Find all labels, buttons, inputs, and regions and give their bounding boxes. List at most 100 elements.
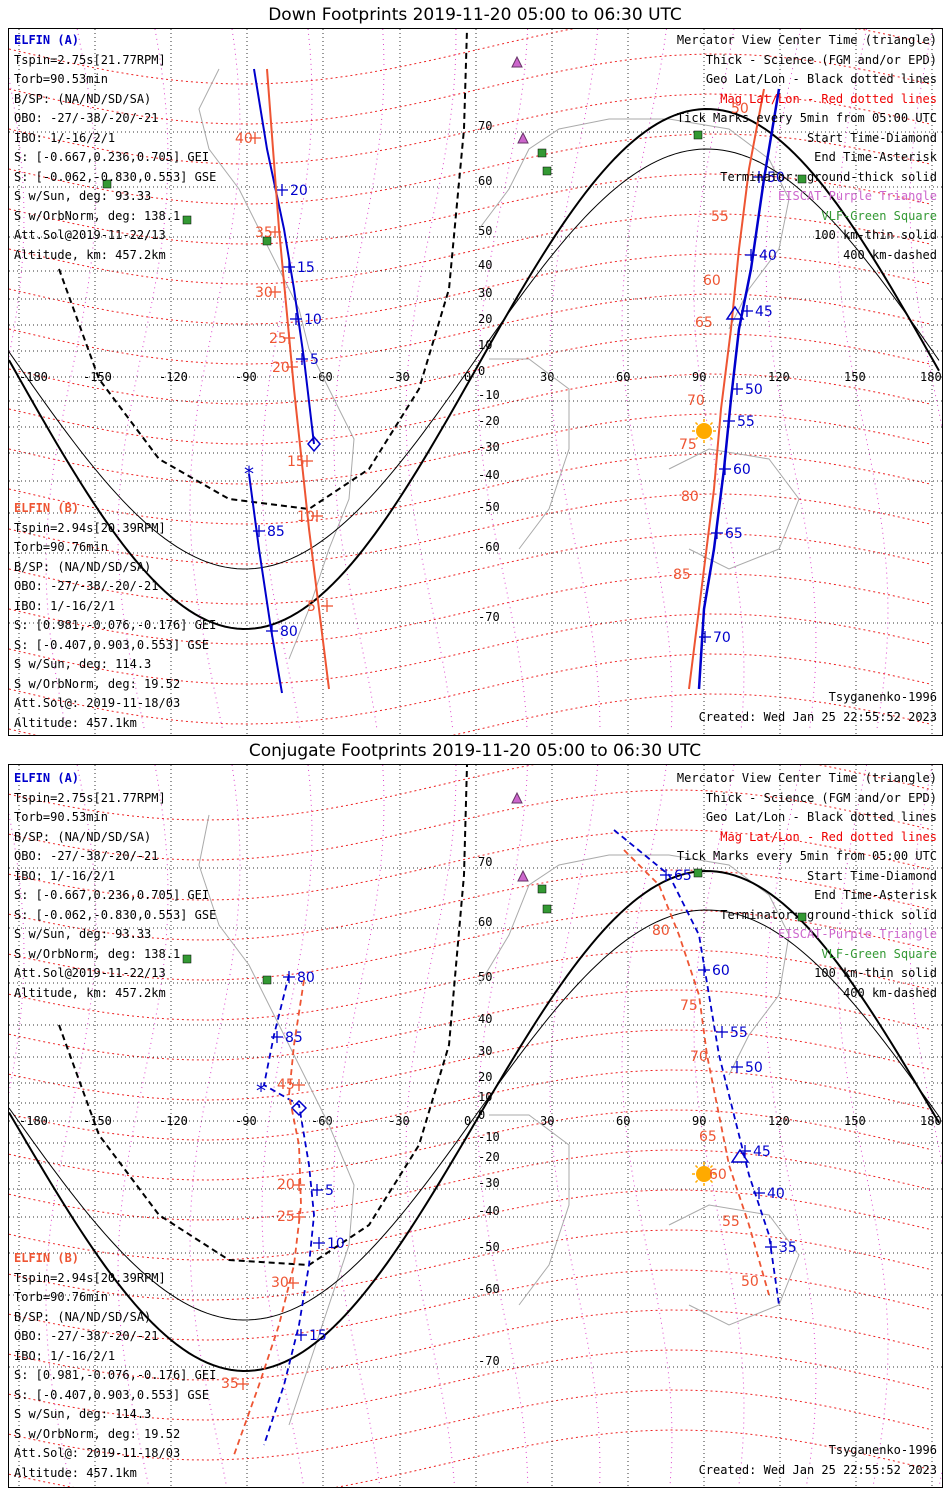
lon-label: 90 bbox=[692, 370, 706, 384]
lon-label: -120 bbox=[159, 370, 188, 384]
elfin-a-tick-label: 70 bbox=[713, 630, 731, 646]
vlf-square-icon bbox=[542, 166, 552, 176]
vlf-square-icon bbox=[693, 130, 703, 140]
sun-ray bbox=[694, 436, 699, 441]
elfin-a-tick-label: 60 bbox=[733, 462, 751, 478]
elfin-b-line: S w/Sun, deg: 114.3 bbox=[14, 657, 152, 671]
elfin-b-line: IBO: 1/-16/2/1 bbox=[14, 1348, 116, 1363]
elfin-b-tick-label: 80 bbox=[280, 624, 298, 640]
elfin-b-line: Altitude: 457.1km bbox=[14, 1465, 137, 1480]
lon-label: -30 bbox=[388, 370, 410, 384]
vlf-square-icon bbox=[182, 954, 192, 964]
mag-latitude-line bbox=[9, 909, 930, 981]
mag-longitude-line bbox=[693, 29, 745, 730]
elfin-a-line: OBO: -27/-38/-20/-21 bbox=[14, 849, 159, 863]
legend-item: 400 km-dashed bbox=[843, 985, 937, 1000]
eiscat-triangle-icon bbox=[517, 131, 529, 144]
elfin-a-line: Tspin=2.75s[21.77RPM] bbox=[14, 52, 166, 67]
elfin-a-line: S w/OrbNorm, deg: 138.1 bbox=[14, 946, 181, 961]
elfin-a-line: Altitude, km: 457.2km bbox=[14, 985, 166, 1000]
sun-ray bbox=[709, 436, 714, 441]
created-label: Created: Wed Jan 25 22:55:52 2023 bbox=[698, 1462, 937, 1477]
elfin-a-tick-label: 5 bbox=[325, 1183, 334, 1199]
mag-longitude-line bbox=[549, 765, 601, 1486]
terminator-400km-line bbox=[58, 29, 468, 511]
elfin-a-tick-label: 35 bbox=[779, 1240, 797, 1256]
elfin-b-line: Torb=90.76min bbox=[14, 1290, 108, 1304]
lat-label: 20 bbox=[478, 1070, 492, 1084]
lat-label: -70 bbox=[478, 1354, 500, 1368]
lon-label: -60 bbox=[311, 1114, 333, 1128]
mag-tick-label: 55 bbox=[711, 209, 729, 225]
vlf-square-icon bbox=[797, 912, 807, 922]
legend-item: Start Time-Diamond bbox=[806, 130, 937, 145]
eiscat-triangle-icon bbox=[511, 791, 523, 804]
mag-latitude-line bbox=[9, 1149, 930, 1221]
lat-label: -60 bbox=[478, 1282, 500, 1296]
elfin-b-info-down: ELFIN (B) Tspin=2.94s[20.39RPM] Torb=90.… bbox=[14, 499, 216, 733]
elfin-b-line: Tspin=2.94s[20.39RPM] bbox=[14, 520, 166, 535]
mag-tick-label: 50 bbox=[731, 101, 749, 117]
mag-latitude-line bbox=[9, 1029, 930, 1101]
elfin-a-tick-label: 50 bbox=[767, 170, 785, 186]
elfin-a-track bbox=[248, 473, 283, 694]
lat-label: 30 bbox=[478, 286, 492, 300]
vlf-square-icon bbox=[262, 975, 272, 985]
mag-latitude-line bbox=[9, 869, 930, 941]
mag-latitude-line bbox=[9, 253, 930, 325]
map-canvas-conjugate: -180 -150 -120 -90 -60 -30 0 30 60 90 120 150 180706… bbox=[9, 765, 942, 1487]
mag-tick-label: 80 bbox=[681, 489, 699, 505]
elfin-a-line: B/SP: (NA/ND/SD/SA) bbox=[14, 829, 152, 844]
elfin-a-info-conjugate: ELFIN (A) Tspin=2.75s[21.77RPM] Torb=90.… bbox=[14, 769, 216, 1003]
elfin-a-line: IBO: 1/-16/2/1 bbox=[14, 130, 116, 145]
mag-latitude-line bbox=[9, 765, 930, 821]
coastline bbox=[668, 448, 800, 570]
lon-label: 60 bbox=[616, 370, 630, 384]
lon-label: 120 bbox=[768, 1114, 790, 1128]
elfin-a-tick-label: 50 bbox=[745, 382, 763, 398]
view-center-triangle-icon bbox=[730, 1148, 750, 1163]
coastline bbox=[478, 118, 790, 330]
coastline bbox=[489, 358, 570, 550]
lat-label: 60 bbox=[478, 915, 492, 929]
lon-label: 60 bbox=[616, 1114, 630, 1128]
mag-latitude-line bbox=[9, 1269, 930, 1341]
legend-item: End Time-Asterisk bbox=[814, 888, 937, 902]
vlf-square-icon bbox=[182, 215, 192, 225]
elfin-a-line: Altitude, km: 457.2km bbox=[14, 247, 166, 262]
elfin-a-line: S: [-0.667,0.236,0.705] GEI bbox=[14, 150, 210, 164]
elfin-b-tick-label: 25 bbox=[277, 1209, 295, 1225]
lon-label: -180 bbox=[19, 370, 48, 384]
legend-item: End Time-Asterisk bbox=[814, 150, 937, 164]
mag-latitude-line bbox=[9, 53, 930, 125]
mag-latitude-line bbox=[9, 1349, 930, 1421]
lon-label: -120 bbox=[159, 1114, 188, 1128]
lat-label: -40 bbox=[478, 1204, 500, 1218]
mag-tick-label: 10 bbox=[297, 509, 315, 525]
lon-label: -90 bbox=[235, 1114, 257, 1128]
elfin-b-line: OBO: -27/-38/-20/-21 bbox=[14, 579, 159, 593]
mag-longitude-line bbox=[765, 29, 817, 730]
lat-label: 20 bbox=[478, 312, 492, 326]
mag-tick-label: 85 bbox=[673, 567, 691, 583]
view-center-triangle-icon bbox=[725, 305, 745, 320]
lat-label: -20 bbox=[478, 414, 500, 428]
elfin-b-line: IBO: 1/-16/2/1 bbox=[14, 598, 116, 613]
elfin-b-tick-label: 60 bbox=[709, 1167, 727, 1183]
elfin-a-line: Att.Sol@2019-11-22/13 bbox=[14, 228, 166, 242]
elfin-b-line: S: [-0.407,0.903,0.553] GSE bbox=[14, 637, 210, 652]
mag-longitude-line bbox=[333, 29, 385, 730]
lat-label: 40 bbox=[478, 258, 492, 272]
footer-down: Tsyganenko-1996 Created: Wed Jan 25 22:5… bbox=[699, 688, 937, 727]
elfin-a-line: OBO: -27/-38/-20/-21 bbox=[14, 111, 159, 125]
legend-item: Geo Lat/Lon - Black dotted lines bbox=[705, 810, 937, 824]
mag-latitude-line bbox=[9, 413, 930, 485]
elfin-b-tick-label: 30 bbox=[271, 1275, 289, 1291]
map-panel-down: -180 -150 -120 -90 -60 -30 0 30 60 90 120 150 180 70 6… bbox=[8, 28, 943, 736]
elfin-b-line: B/SP: (NA/ND/SD/SA) bbox=[14, 1309, 152, 1324]
mag-latitude-line bbox=[9, 1189, 930, 1261]
lat-label: 70 bbox=[478, 119, 492, 133]
elfin-a-line: S w/Sun, deg: 93.33 bbox=[14, 189, 152, 203]
lon-label: -180 bbox=[19, 1114, 48, 1128]
mag-latitude-line bbox=[9, 949, 930, 1021]
